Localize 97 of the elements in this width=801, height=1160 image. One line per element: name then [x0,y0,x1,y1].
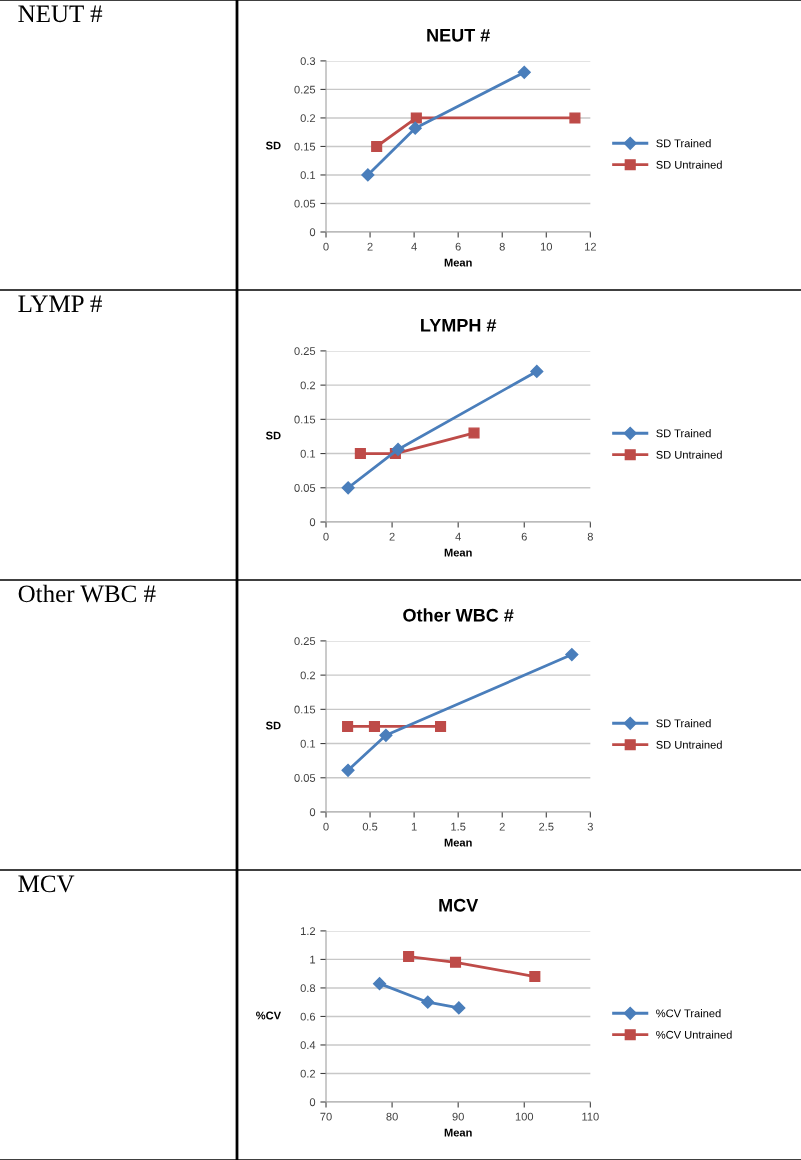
x-tick-label: 10 [540,242,553,251]
x-tick-label: 0 [323,532,329,541]
x-tick-label: 4 [411,242,417,251]
y-tick-label: 0.1 [300,449,316,458]
x-tick-label: 12 [585,242,596,251]
point [408,121,422,135]
y-tick-label: 0.3 [300,57,316,66]
x-tick-label: 70 [320,1112,332,1121]
y-tick-label: 1 [310,955,316,964]
x-axis-title: Mean [444,1128,472,1137]
point [341,481,355,495]
point [410,112,422,124]
point [342,720,354,733]
point [529,970,541,983]
x-axis-title: Mean [444,548,472,557]
point [565,647,579,662]
x-tick-label: 1 [411,822,417,831]
x-tick-label: 8 [499,242,505,251]
x-tick-label: 6 [455,242,461,251]
x-tick-label: 80 [386,1112,398,1121]
text: NEUT # [18,5,103,23]
x-axis-title: Mean [444,838,472,847]
y-tick-label: 0 [309,518,316,527]
x-tick-label: 8 [587,532,593,541]
y-tick-label: 0.2 [300,671,316,680]
y-tick-label: 0 [309,228,316,237]
text: Other WBC # [18,584,156,603]
point [403,951,415,963]
y-tick-label: 0.25 [294,637,316,646]
y-tick-label: 0.6 [300,1012,316,1021]
point [391,442,405,457]
text: LYMP # [18,295,102,312]
y-axis-title: SD [265,721,281,730]
chart-title: Other WBC # [403,608,514,622]
y-tick-label: 0 [309,808,316,817]
point [371,140,383,153]
point [530,364,544,379]
y-tick-label: 0.15 [294,705,316,714]
point [449,956,462,968]
point [569,112,581,124]
chart-title: NEUT # [427,29,490,42]
y-tick-label: 0.25 [294,85,316,94]
chart-title: MCV [439,898,479,912]
x-tick-label: 0 [323,242,329,251]
y-tick-label: 0 [309,1098,316,1107]
x-tick-label: 100 [515,1112,534,1121]
y-tick-label: 0.8 [300,984,316,993]
point [434,720,447,733]
point [368,720,381,733]
legend-label: SD Untrained [656,740,722,749]
chart-title: LYMPH # [421,319,497,332]
y-tick-label: 0.2 [300,114,316,123]
text: MCV [18,875,75,893]
y-tick-label: 0.4 [300,1041,316,1050]
y-tick-label: 1.2 [300,927,316,935]
x-tick-label: 4 [455,532,461,541]
legend-label: SD Trained [656,139,711,148]
point [517,65,531,79]
point [379,728,393,742]
y-tick-label: 0.15 [294,142,316,151]
x-tick-label: 2 [499,822,505,831]
x-tick-label: 3 [587,822,593,831]
legend-label: %CV Untrained [656,1030,732,1039]
point [468,427,480,439]
point [421,995,435,1009]
y-axis-title: %CV [256,1011,281,1020]
x-axis-title: Mean [444,258,472,267]
legend-label: SD Untrained [656,450,722,459]
y-tick-label: 0.2 [300,1069,316,1078]
y-tick-label: 0.25 [294,347,316,356]
y-tick-label: 0.05 [294,199,316,208]
y-tick-label: 0.05 [294,484,316,492]
point [372,977,387,991]
point [361,168,375,182]
y-tick-label: 0.1 [300,171,316,180]
y-axis-title: SD [265,141,281,150]
y-tick-label: 0.1 [300,739,316,748]
x-tick-label: 2 [367,242,373,251]
x-tick-label: 90 [452,1112,464,1121]
y-tick-label: 0.05 [294,774,316,782]
x-tick-label: 2 [389,532,395,541]
y-axis-title: SD [265,431,281,440]
x-tick-label: 0 [323,822,329,831]
point [452,1001,466,1015]
legend-label: SD Trained [656,719,711,728]
y-tick-label: 0.15 [294,415,316,424]
legend-label: %CV Trained [656,1009,721,1018]
x-tick-label: 1.5 [451,822,466,831]
legend-label: SD Untrained [656,160,722,169]
y-tick-label: 0.2 [300,381,316,390]
x-tick-label: 2.5 [539,822,554,831]
point [354,448,366,460]
x-tick-label: 0.5 [362,822,378,831]
legend-label: SD Trained [656,429,711,438]
x-tick-label: 6 [521,532,527,541]
point [341,763,355,777]
x-tick-label: 110 [582,1112,599,1121]
